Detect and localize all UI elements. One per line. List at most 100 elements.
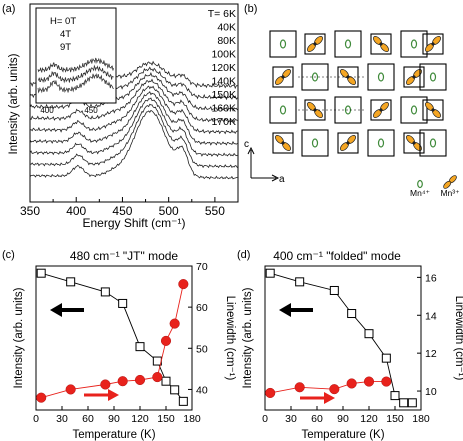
x-tick-label-a: 400	[66, 204, 86, 218]
mn4-atom	[429, 72, 437, 82]
legend-mn3: Mn³⁺	[440, 188, 460, 198]
mn3-atom	[373, 36, 389, 52]
x-ticks-a: 350 400 450 500 550	[20, 197, 225, 218]
mn4-atom	[410, 39, 418, 49]
y-axis-label-a: Intensity (arb. units)	[8, 53, 20, 154]
y2-tick-label: 50	[196, 343, 208, 355]
y2-tick-label: 70	[196, 261, 208, 273]
intensity-point	[36, 268, 46, 278]
linewidth-point	[363, 376, 375, 387]
octahedron-cell	[422, 99, 444, 121]
temperature-label: 100K	[211, 49, 236, 61]
x-tick-label: 30	[285, 413, 297, 425]
inset-legend-2: 9T	[60, 42, 71, 53]
linewidth-point	[178, 279, 189, 290]
x-tick-label: 60	[82, 413, 94, 425]
octahedron-cell	[403, 132, 425, 154]
intensity-point	[178, 396, 188, 406]
x-tick-label-a: 450	[112, 204, 132, 218]
intensity-point	[364, 329, 374, 339]
intensity-point	[170, 385, 180, 395]
inset-legend-1: 4T	[60, 29, 71, 40]
spectrum-line	[29, 78, 238, 124]
linewidth-point	[100, 379, 111, 390]
temperature-label: 150K	[211, 89, 236, 101]
axis-c-head	[247, 146, 255, 155]
octahedron-cell	[419, 63, 447, 91]
linewidth-point	[381, 376, 392, 387]
linewidth-point	[65, 384, 76, 395]
temperature-label: 80K	[217, 35, 236, 47]
arrow-intensity-d	[279, 303, 313, 317]
y2-tick-label: 40	[196, 384, 208, 396]
x-tick-label: 120	[131, 413, 149, 425]
linewidth-point	[346, 378, 357, 389]
y2-tick-label: 60	[196, 302, 208, 314]
panel-label-d: (d)	[237, 249, 250, 261]
octahedron-cell	[370, 99, 392, 121]
intensity-point	[329, 285, 339, 295]
x-tick-label: 90	[337, 413, 349, 425]
x-axis-label-c: Temperature (K)	[72, 429, 155, 441]
y2-tick-label: 14	[425, 310, 437, 322]
intensity-point	[118, 298, 128, 308]
inset-legend-0: H= 0T	[50, 16, 76, 27]
x-tick-label: 180	[183, 413, 201, 425]
intensity-point	[295, 277, 305, 287]
inset-spectrum-line	[37, 64, 114, 84]
panel-b: (b) c a Mn⁴⁺ Mn³⁺	[244, 3, 460, 198]
x-tick-label-a: 550	[205, 204, 225, 218]
panel-label-c: (c)	[2, 249, 15, 261]
mn3-atom	[275, 135, 291, 151]
plot-frame-d	[264, 265, 422, 411]
octahedron-cell	[304, 99, 326, 121]
octahedron-cell	[419, 129, 447, 157]
y-axis-label-c: Intensity (arb. units)	[13, 287, 25, 388]
mn3-atom	[373, 102, 389, 118]
x-tick-label: 60	[311, 413, 323, 425]
legend-mn3-symbol	[443, 175, 457, 189]
octahedron-cell	[403, 66, 425, 88]
arrow-linewidth-c	[84, 389, 119, 401]
legend-mn4-symbol	[417, 179, 423, 189]
panel-label-b: (b)	[244, 3, 257, 15]
panel-label-a: (a)	[2, 3, 15, 15]
intensity-point	[265, 268, 275, 278]
octahedron-cell	[367, 129, 395, 157]
mn3-atom	[307, 36, 323, 52]
mn4-atom	[344, 39, 352, 49]
linewidth-point	[329, 384, 340, 395]
x-tick-label: 180	[412, 413, 430, 425]
y2-tick-label: 10	[425, 386, 437, 398]
octahedron-cell	[301, 129, 329, 157]
spectrum-line	[29, 85, 238, 135]
temperature-label: 40K	[217, 22, 236, 34]
linewidth-point	[134, 374, 146, 386]
x-tick-label: 90	[108, 413, 120, 425]
octahedron-cell	[272, 66, 294, 88]
octahedron-cell	[422, 33, 444, 55]
x-tick-label: 0	[262, 413, 268, 425]
inset-spectra	[37, 57, 114, 94]
legend-mn4: Mn⁴⁺	[410, 188, 430, 198]
inset-spectrum-line	[37, 72, 114, 94]
octahedron-cell	[269, 96, 297, 124]
spectrum-line	[29, 72, 238, 112]
octahedron-cell	[337, 132, 359, 154]
temperature-label: 170K	[211, 116, 236, 128]
data-c: 0 30 60 90 120 150 180 40 50 60 70	[33, 261, 208, 425]
octahedron-cell	[370, 33, 392, 55]
arrow-linewidth-d	[300, 392, 335, 404]
axis-a-label: a	[279, 174, 285, 185]
crystal-structure	[269, 30, 457, 189]
octahedron-cell	[400, 30, 428, 58]
mn4-atom	[429, 138, 437, 148]
spectrum-line	[29, 91, 238, 146]
x-tick-label: 0	[33, 413, 39, 425]
intensity-point	[381, 353, 391, 363]
spectrum-line	[29, 97, 238, 158]
intensity-point	[66, 277, 76, 287]
temperature-label: 120K	[211, 62, 236, 74]
y2-tick-label: 16	[425, 272, 437, 284]
